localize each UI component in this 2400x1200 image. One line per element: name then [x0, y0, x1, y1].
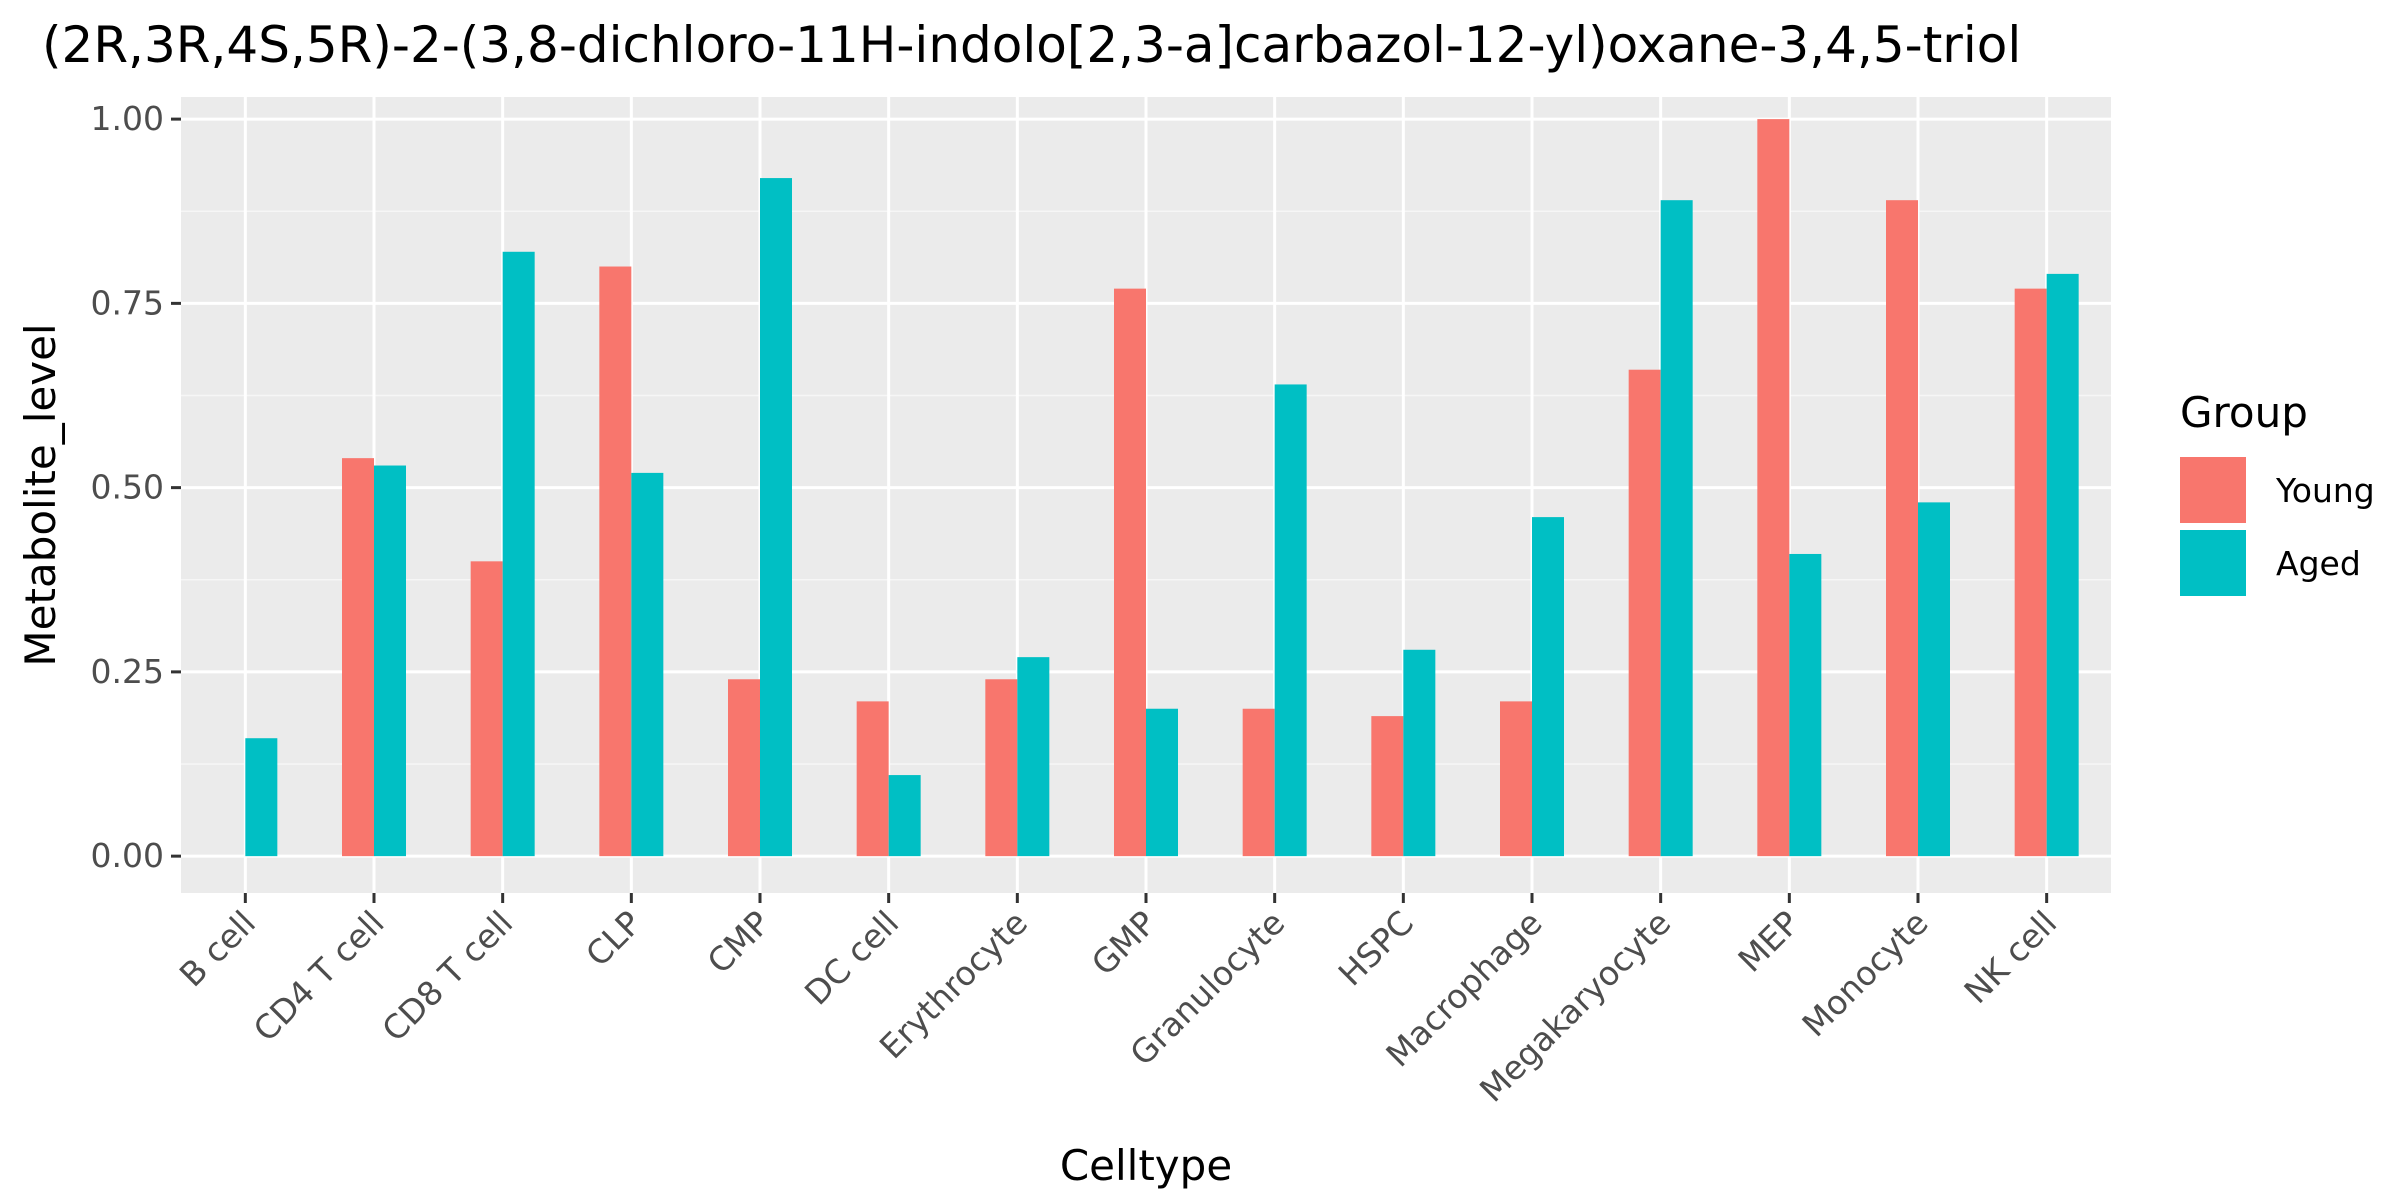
bar-aged-erythrocyte: [1017, 657, 1050, 857]
y-tick-label: 0.75: [91, 283, 164, 322]
bar-aged-monocyte: [1918, 502, 1950, 857]
x-tick-label: B cell: [172, 903, 263, 994]
x-tick-label: NK cell: [1956, 903, 2064, 1011]
chart-title: (2R,3R,4S,5R)-2-(3,8-dichloro-11H-indolo…: [42, 16, 2021, 74]
x-tick-label: CLP: [578, 903, 649, 974]
x-tick-label: Monocyte: [1794, 903, 1935, 1044]
bar-aged-macrophage: [1532, 517, 1564, 857]
bar-young-mep: [1757, 119, 1790, 857]
bar-young-granulocyte: [1242, 708, 1275, 857]
bar-aged-megakaryocyte: [1660, 200, 1693, 857]
bar-young-monocyte: [1886, 200, 1918, 857]
bar-young-dc-cell: [856, 701, 889, 857]
x-tick-label: DC cell: [797, 903, 906, 1012]
x-tick-label: CD8 T cell: [374, 903, 520, 1049]
legend-label-young: Young: [2275, 471, 2375, 510]
bar-young-cmp: [728, 679, 760, 857]
bar-young-nk-cell: [2014, 288, 2047, 857]
legend-title: Group: [2180, 388, 2308, 437]
x-tick-label: MEP: [1730, 903, 1807, 980]
bar-young-macrophage: [1500, 701, 1532, 857]
legend: Group Young Aged: [2180, 388, 2375, 596]
bar-aged-dc-cell: [888, 775, 921, 857]
bar-aged-cmp: [760, 178, 792, 857]
bar-aged-b-cell: [245, 738, 278, 857]
y-tick-label: 0.00: [91, 836, 164, 875]
bar-young-erythrocyte: [985, 679, 1018, 857]
bar-aged-granulocyte: [1274, 384, 1307, 857]
bar-aged-mep: [1789, 553, 1822, 857]
bar-young-cd8-t-cell: [470, 561, 503, 857]
y-axis-title: Metabolite_level: [16, 323, 65, 666]
bar-young-gmp: [1114, 288, 1146, 857]
legend-key-aged: [2180, 530, 2246, 596]
x-tick-label: GMP: [1084, 903, 1164, 983]
y-tick-label: 1.00: [91, 99, 164, 138]
bar-aged-gmp: [1146, 708, 1178, 857]
bars: [245, 119, 2079, 857]
y-tick-label: 0.25: [91, 652, 164, 691]
bar-aged-clp: [631, 472, 664, 857]
bar-young-clp: [599, 266, 632, 857]
bar-aged-nk-cell: [2046, 273, 2079, 857]
bar-aged-hspc: [1403, 649, 1436, 857]
y-axis: 0.00 0.25 0.50 0.75 1.00: [91, 99, 181, 875]
bar-young-hspc: [1371, 716, 1404, 857]
legend-items: Young Aged: [2180, 457, 2375, 596]
x-axis-title: Celltype: [1060, 1141, 1232, 1190]
bar-young-cd4-t-cell: [342, 458, 374, 857]
bar-aged-cd8-t-cell: [502, 251, 535, 857]
bar-aged-cd4-t-cell: [374, 465, 406, 857]
bar-young-megakaryocyte: [1628, 369, 1661, 857]
x-tick-label: CD4 T cell: [246, 903, 392, 1049]
y-tick-label: 0.50: [91, 468, 164, 507]
legend-label-aged: Aged: [2276, 544, 2361, 583]
x-tick-label: CMP: [700, 903, 778, 981]
x-tick-label: HSPC: [1331, 903, 1421, 993]
legend-key-young: [2180, 457, 2246, 523]
